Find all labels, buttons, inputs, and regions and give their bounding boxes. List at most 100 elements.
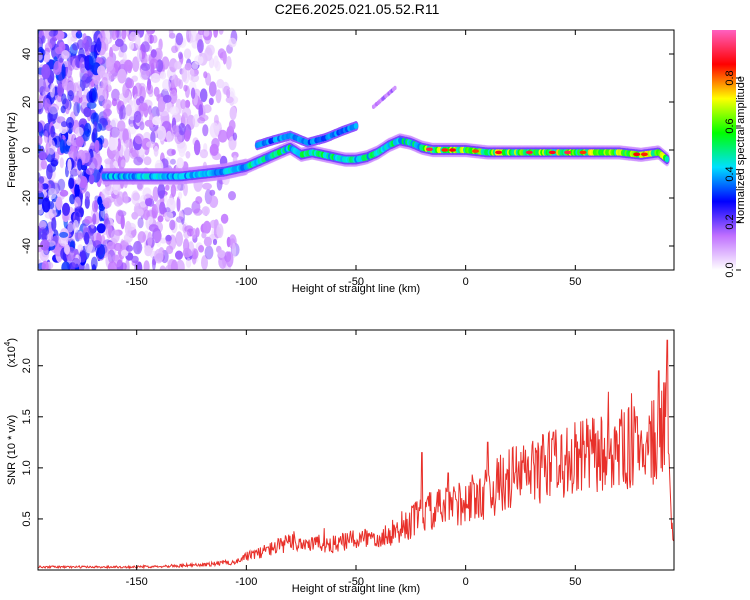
noise-speckle — [184, 225, 194, 233]
noise-speckle — [97, 196, 103, 206]
noise-speckle — [83, 106, 92, 118]
trace-peak — [441, 148, 449, 152]
noise-speckle — [188, 30, 197, 43]
noise-speckle — [184, 99, 191, 109]
noise-speckle — [79, 57, 85, 74]
noise-speckle — [121, 30, 127, 40]
noise-speckle — [218, 30, 224, 35]
noise-speckle — [65, 116, 75, 129]
noise-speckle — [132, 56, 140, 72]
noise-speckle — [133, 110, 142, 123]
trace-peak — [495, 150, 503, 155]
spectrogram-x-tick-label: -150 — [126, 276, 148, 288]
noise-speckle — [198, 245, 205, 253]
trace-peak — [579, 150, 587, 155]
noise-speckle — [151, 35, 158, 44]
trace-peak — [449, 148, 456, 152]
noise-speckle — [91, 200, 98, 213]
noise-speckle — [48, 104, 59, 115]
noise-speckle — [178, 122, 186, 136]
noise-speckle — [209, 189, 216, 196]
noise-speckle — [190, 87, 196, 100]
colorbar-gradient — [712, 30, 736, 270]
noise-speckle — [38, 99, 44, 110]
noise-speckle — [78, 249, 87, 263]
noise-speckle — [157, 125, 167, 141]
noise-speckle — [185, 85, 190, 98]
colorbar: 0.0 0.2 0.4 0.6 0.8 Normalized spectral ampl… — [712, 30, 747, 278]
noise-speckle — [165, 184, 170, 191]
figure-title: C2E6.2025.021.05.52.R11 — [275, 1, 440, 17]
noise-speckle — [203, 30, 210, 37]
noise-speckle — [124, 220, 132, 237]
noise-speckle — [132, 240, 143, 255]
noise-speckle — [140, 62, 151, 71]
spectrogram-panel: -150 -100 -50 0 50 -40 -20 0 20 40 Height of str… — [6, 29, 675, 295]
noise-speckle — [95, 244, 105, 256]
noise-speckle — [149, 58, 159, 70]
noise-speckle — [175, 250, 183, 260]
noise-speckle — [199, 149, 209, 159]
noise-speckle — [120, 214, 125, 230]
noise-speckle — [69, 194, 76, 205]
noise-speckle — [111, 30, 117, 41]
noise-speckle — [145, 197, 153, 207]
noise-speckle — [159, 265, 166, 270]
noise-speckle — [220, 213, 229, 224]
noise-speckle — [110, 229, 120, 243]
trace-peak — [472, 149, 479, 153]
noise-speckle — [182, 247, 192, 258]
snr-x-tick-label: 50 — [569, 576, 581, 588]
noise-speckle — [152, 186, 159, 202]
noise-speckle — [159, 201, 166, 215]
noise-speckle — [92, 213, 97, 225]
snr-x-tick-label: -50 — [348, 576, 364, 588]
noise-speckle — [41, 260, 49, 270]
noise-speckle — [117, 120, 126, 132]
spectrogram-x-axis-title: Height of straight line (km) — [292, 283, 420, 295]
trace-peak — [640, 152, 648, 157]
noise-speckle — [98, 135, 105, 145]
noise-speckle — [77, 158, 83, 171]
noise-speckle — [178, 51, 183, 60]
noise-speckle — [81, 73, 91, 89]
noise-speckle — [168, 30, 174, 37]
colorbar-title: Normalized spectral amplitude — [735, 76, 747, 224]
noise-speckle — [192, 114, 201, 128]
secondary-core — [353, 123, 359, 129]
trace-peak — [564, 150, 572, 155]
spectrogram-y-tick-label: -20 — [21, 190, 33, 206]
noise-speckle — [198, 104, 203, 119]
noise-speckle — [216, 78, 225, 89]
noise-speckle — [53, 60, 62, 76]
noise-speckle — [197, 30, 205, 36]
noise-speckle — [146, 30, 152, 37]
noise-speckle — [204, 47, 213, 62]
noise-speckle — [184, 62, 192, 71]
noise-speckle — [123, 194, 129, 205]
noise-speckle — [193, 208, 203, 216]
noise-speckle — [170, 259, 178, 270]
noise-speckle — [38, 135, 43, 146]
noise-speckle — [183, 48, 192, 59]
noise-speckle — [228, 37, 237, 48]
noise-speckle — [82, 33, 87, 44]
noise-speckle — [163, 211, 174, 220]
noise-speckle — [176, 157, 184, 169]
noise-speckle — [82, 130, 90, 142]
noise-speckle — [125, 245, 134, 252]
noise-speckle — [213, 55, 219, 68]
noise-speckle — [182, 182, 188, 197]
noise-speckle — [84, 44, 89, 52]
noise-speckle — [88, 51, 97, 66]
snr-x-axis-title: Height of straight line (km) — [292, 583, 420, 595]
noise-speckle — [150, 49, 157, 58]
noise-speckle — [75, 136, 84, 148]
noise-speckle — [61, 261, 71, 270]
noise-speckle — [40, 239, 50, 251]
noise-speckle — [66, 139, 72, 146]
colorbar-ticks: 0.0 0.2 0.4 0.6 0.8 — [724, 70, 741, 278]
noise-speckle — [181, 112, 189, 126]
noise-speckle — [229, 106, 237, 121]
noise-speckle — [125, 104, 132, 117]
